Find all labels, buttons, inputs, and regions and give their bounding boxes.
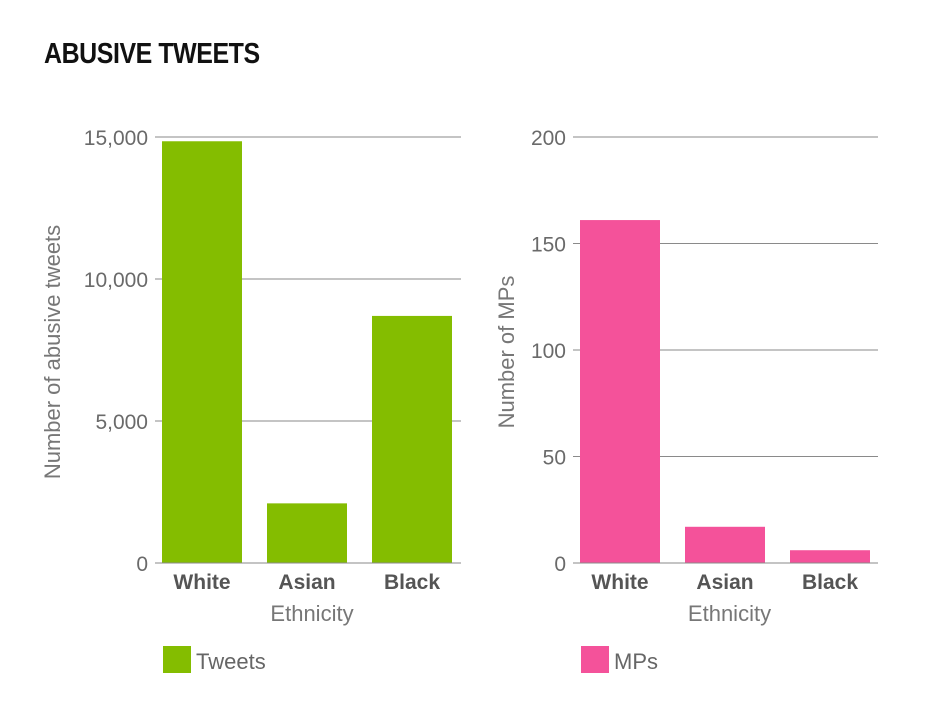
x-tick-label: White	[173, 571, 230, 594]
bar-black	[372, 315, 452, 563]
y-tick-label: 200	[531, 127, 566, 150]
y-axis-title: Number of abusive tweets	[40, 225, 65, 479]
legend-swatch	[163, 646, 191, 673]
bar-asian	[685, 526, 765, 563]
y-tick-label: 100	[531, 340, 566, 363]
x-axis-title: Ethnicity	[688, 601, 771, 626]
legend-label: MPs	[614, 649, 658, 674]
chart-title: ABUSIVE TWEETS	[44, 38, 260, 70]
legend-label: Tweets	[196, 649, 266, 674]
y-axis-title: Number of MPs	[494, 276, 519, 429]
bar-white	[580, 220, 660, 563]
x-axis-title: Ethnicity	[270, 601, 353, 626]
bar-asian	[267, 503, 347, 563]
y-tick-label: 0	[136, 553, 148, 576]
y-tick-label: 0	[554, 553, 566, 576]
bar-white	[162, 141, 242, 563]
x-tick-label: White	[591, 571, 648, 594]
x-tick-label: Black	[384, 571, 440, 594]
y-tick-label: 10,000	[84, 269, 148, 292]
bar-black	[790, 550, 870, 563]
legend-swatch	[581, 646, 609, 673]
x-tick-label: Asian	[696, 571, 753, 594]
y-tick-label: 15,000	[84, 127, 148, 150]
y-tick-label: 150	[531, 234, 566, 257]
y-tick-label: 5,000	[95, 411, 148, 434]
x-tick-label: Asian	[278, 571, 335, 594]
y-tick-label: 50	[543, 447, 566, 470]
x-tick-label: Black	[802, 571, 858, 594]
